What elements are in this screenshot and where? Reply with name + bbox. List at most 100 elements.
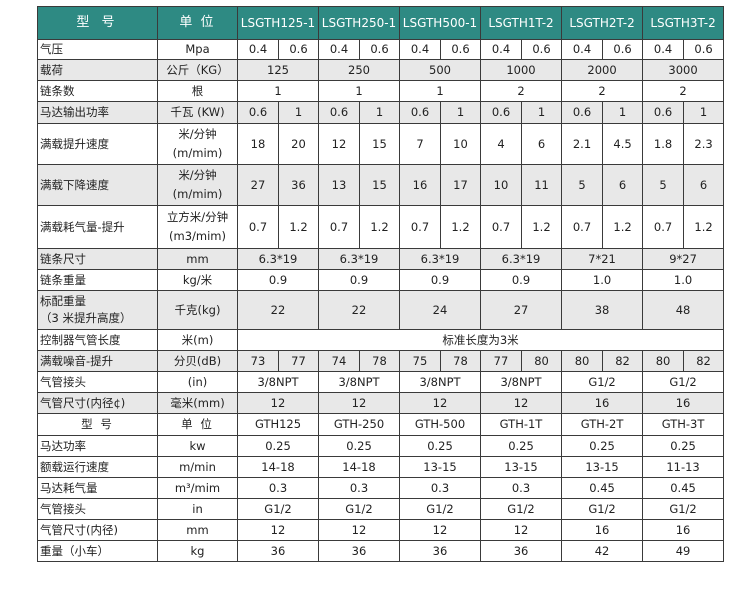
row-unit: kg — [157, 540, 238, 562]
unit-line: (m3/mim) — [169, 229, 226, 243]
cell: 1 — [520, 101, 563, 124]
label-line: 标配重量 — [40, 294, 86, 308]
label-line: （3 米提升高度） — [40, 311, 132, 325]
cell: 10 — [440, 123, 481, 165]
cell: 1.2 — [440, 205, 481, 249]
cell: 0.7 — [480, 205, 522, 249]
cell: 36 — [237, 540, 319, 562]
cell: 0.7 — [642, 205, 685, 249]
cell: 3000 — [642, 59, 725, 81]
cell: 4 — [480, 123, 522, 165]
row-noise: 满载噪音-提升 分贝(dB) 73 77 74 78 75 78 77 80 8… — [37, 350, 725, 372]
cell: 0.6 — [278, 39, 319, 60]
cell: G1/2 — [561, 498, 644, 520]
cell: 7 — [399, 123, 441, 165]
cell: 1 — [318, 80, 400, 102]
cell: 16 — [642, 519, 725, 541]
cell: 3/8NPT — [318, 371, 400, 393]
cell: 0.7 — [399, 205, 441, 249]
row-controller-hose: 控制器气管长度 米(m) 标准长度为3米 — [37, 329, 725, 351]
cell: 15 — [359, 164, 400, 206]
row-unit: 米(m) — [157, 329, 238, 351]
row-unit: mm — [157, 519, 238, 541]
cell: 12 — [399, 392, 481, 414]
row-unit: 立方米/分钟 (m3/mim) — [157, 205, 238, 249]
cell: 77 — [278, 350, 319, 372]
cell: 1.0 — [642, 269, 725, 291]
cell: 24 — [399, 290, 481, 330]
cell: 1000 — [479, 59, 563, 81]
row-unit: m³/mim — [157, 477, 238, 499]
row-label: 满载提升速度 — [37, 123, 158, 165]
cell: 1 — [237, 80, 319, 102]
row-label: 气管尺寸(内径¢) — [37, 392, 158, 414]
cell: 5 — [561, 164, 604, 206]
row-unit: m/min — [157, 456, 238, 478]
row-unit: 公斤（KG） — [157, 59, 238, 81]
cell: GTH-250 — [318, 413, 400, 436]
cell: 0.4 — [480, 39, 522, 60]
row-label: 链条重量 — [37, 269, 158, 291]
cell: 0.6 — [480, 101, 522, 124]
cell: 78 — [359, 350, 400, 372]
row-label: 链条数 — [37, 80, 158, 102]
cell: 22 — [237, 290, 319, 330]
cell: 0.25 — [561, 435, 644, 457]
cell: 42 — [561, 540, 644, 562]
row-chain-weight: 链条重量 kg/米 0.9 0.9 0.9 0.9 1.0 1.0 — [37, 269, 725, 291]
row-label: 气管接头 — [37, 371, 158, 393]
cell: 1 — [440, 101, 481, 124]
header-col: LSGTH1T-2 — [479, 6, 563, 40]
row-unit: mm — [157, 248, 238, 270]
row-unit: in — [157, 498, 238, 520]
header-col: LSGTH125-1 — [237, 6, 319, 40]
cell: 2 — [561, 80, 644, 102]
cell: 6.3*19 — [479, 248, 563, 270]
cell: 0.4 — [642, 39, 685, 60]
cell: 2.3 — [683, 123, 725, 165]
cell: 48 — [642, 290, 725, 330]
cell: 0.9 — [399, 269, 481, 291]
row-unit: kw — [157, 435, 238, 457]
cell: 12 — [237, 519, 319, 541]
cell: 13-15 — [399, 456, 481, 478]
cell: 0.6 — [440, 39, 481, 60]
cell: 0.3 — [318, 477, 400, 499]
cell: 12 — [399, 519, 481, 541]
cell: 1 — [683, 101, 725, 124]
cell: G1/2 — [237, 498, 319, 520]
row-label: 气管接头 — [37, 498, 158, 520]
cell: 0.6 — [399, 101, 441, 124]
cell: 16 — [561, 392, 644, 414]
row-std-weight: 标配重量 （3 米提升高度） 千克(kg) 22 22 24 27 38 48 — [37, 290, 725, 330]
cell: GTH125 — [237, 413, 319, 436]
row-label: 重量（小车） — [37, 540, 158, 562]
row-label: 标配重量 （3 米提升高度） — [37, 290, 158, 330]
header-unit: 单 位 — [157, 6, 238, 40]
header-col: LSGTH3T-2 — [642, 6, 725, 40]
cell: 2 — [642, 80, 725, 102]
cell: 11 — [520, 164, 563, 206]
row-label: 型 号 — [37, 413, 158, 436]
cell: 3/8NPT — [237, 371, 319, 393]
cell: 36 — [318, 540, 400, 562]
cell: 73 — [237, 350, 279, 372]
cell: 0.7 — [318, 205, 360, 249]
cell: 18 — [237, 123, 279, 165]
cell: 27 — [237, 164, 279, 206]
row-label: 控制器气管长度 — [37, 329, 158, 351]
spec-table: 型 号 单 位 LSGTH125-1 LSGTH250-1 LSGTH500-1… — [37, 6, 725, 562]
cell: 0.3 — [237, 477, 319, 499]
cell: GTH-2T — [561, 413, 644, 436]
cell: 12 — [318, 392, 400, 414]
cell: 0.25 — [479, 435, 563, 457]
row-label: 马达功率 — [37, 435, 158, 457]
cell: 14-18 — [318, 456, 400, 478]
cell: 1.2 — [602, 205, 644, 249]
cell: 82 — [683, 350, 725, 372]
cell: 9*27 — [642, 248, 725, 270]
row-unit: 分贝(dB) — [157, 350, 238, 372]
row-air-consumption: 满载耗气量-提升 立方米/分钟 (m3/mim) 0.7 1.2 0.7 1.2 … — [37, 205, 725, 249]
cell: 500 — [399, 59, 481, 81]
cell: 6.3*19 — [399, 248, 481, 270]
